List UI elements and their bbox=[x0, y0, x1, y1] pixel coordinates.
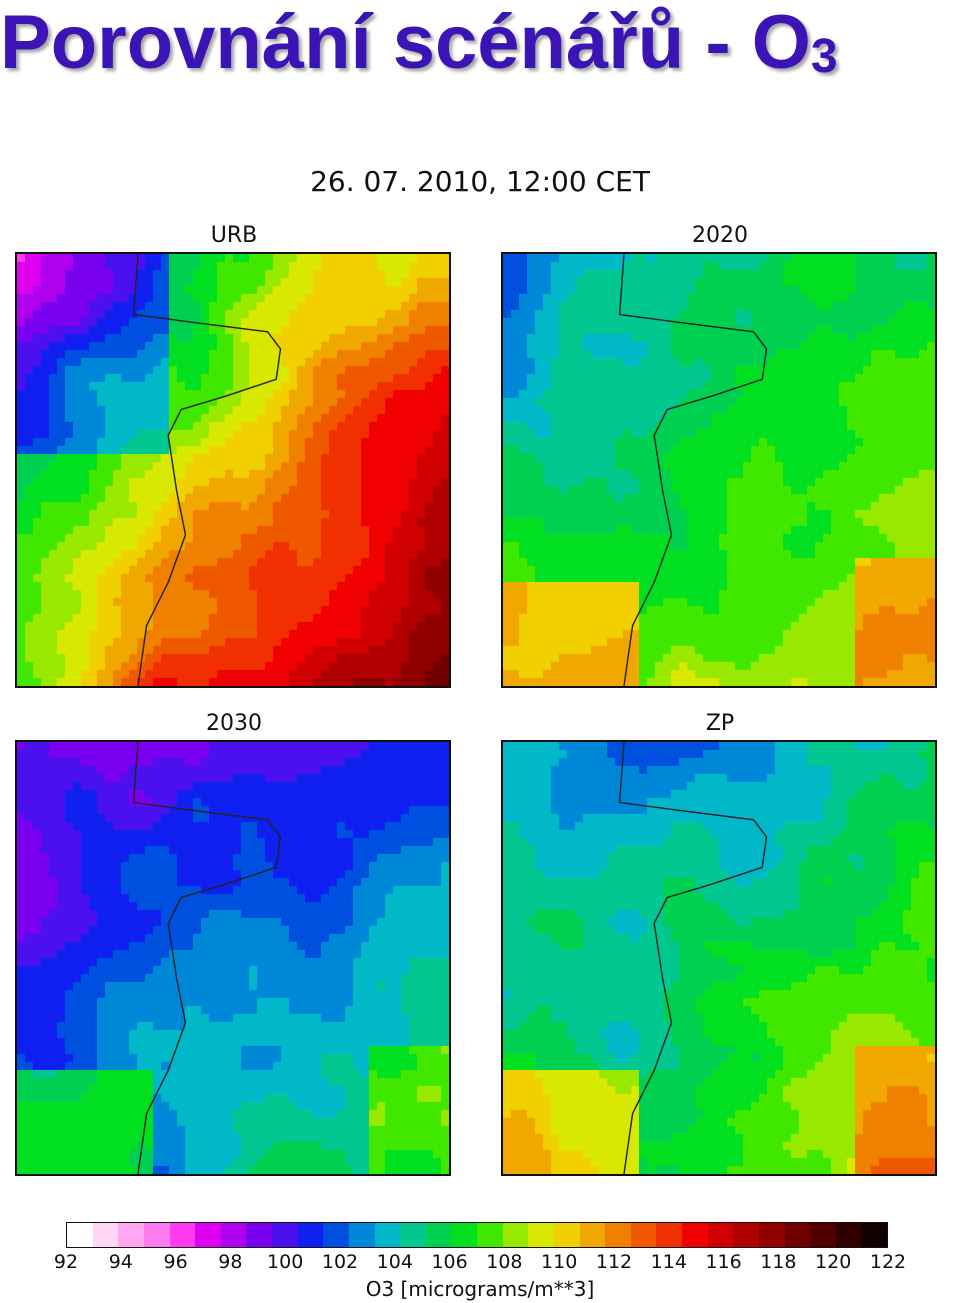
slide-title-text: Porovnání scénářů - O bbox=[0, 0, 811, 85]
colorbar-tick-label: 94 bbox=[108, 1251, 133, 1273]
colorbar-tick-label: 112 bbox=[595, 1251, 633, 1273]
colorbar-tick-label: 118 bbox=[760, 1251, 797, 1273]
colorbar-tick-label: 108 bbox=[486, 1251, 523, 1273]
country-border-line bbox=[618, 254, 768, 686]
map-panel-2020 bbox=[501, 252, 937, 688]
slide-title: Porovnání scénářů - O3 bbox=[0, 0, 960, 86]
colorbar-segment bbox=[92, 1223, 119, 1247]
colorbar-segment bbox=[67, 1223, 93, 1247]
colorbar-segment bbox=[733, 1223, 759, 1247]
panel-label-urb: URB bbox=[210, 223, 258, 248]
o3-concentration-map bbox=[17, 254, 449, 686]
colorbar-segment bbox=[656, 1223, 682, 1247]
map-panel-urb bbox=[15, 252, 451, 688]
colorbar-segment bbox=[169, 1223, 196, 1247]
colorbar-segment bbox=[272, 1223, 298, 1247]
panel-label-2020: 2020 bbox=[692, 223, 748, 248]
colorbar-segment bbox=[348, 1223, 375, 1247]
colorbar-segment bbox=[195, 1223, 221, 1247]
colorbar bbox=[66, 1222, 888, 1248]
colorbar-segment bbox=[374, 1223, 401, 1247]
colorbar-segment bbox=[425, 1223, 452, 1247]
o3-concentration-map bbox=[503, 742, 935, 1174]
colorbar-segment bbox=[143, 1223, 170, 1247]
colorbar-tick-label: 96 bbox=[163, 1251, 188, 1273]
colorbar-segment bbox=[528, 1223, 554, 1247]
colorbar-tick-label: 92 bbox=[53, 1251, 79, 1273]
colorbar-tick-label: 104 bbox=[376, 1251, 413, 1273]
country-border-line bbox=[132, 254, 282, 686]
panel-label-2030: 2030 bbox=[206, 711, 262, 736]
colorbar-segment bbox=[246, 1223, 272, 1247]
colorbar-segment bbox=[118, 1223, 144, 1247]
colorbar-tick-label: 114 bbox=[650, 1251, 687, 1273]
colorbar-segment bbox=[707, 1223, 734, 1247]
map-panel-2030 bbox=[15, 740, 451, 1176]
slide-title-subscript: 3 bbox=[810, 30, 838, 83]
o3-concentration-map bbox=[17, 742, 449, 1174]
colorbar-tick-label: 100 bbox=[267, 1251, 304, 1273]
colorbar-segment bbox=[861, 1223, 887, 1247]
colorbar-segment bbox=[605, 1223, 631, 1247]
colorbar-tick-label: 120 bbox=[815, 1251, 852, 1273]
colorbar-label: O3 [micrograms/m**3] bbox=[365, 1277, 595, 1301]
colorbar-segment bbox=[400, 1223, 426, 1247]
country-border-line bbox=[132, 742, 282, 1174]
colorbar-segment bbox=[630, 1223, 657, 1247]
colorbar-tick-label: 106 bbox=[431, 1251, 468, 1273]
colorbar-tick-label: 110 bbox=[541, 1251, 578, 1273]
colorbar-segment bbox=[835, 1223, 862, 1247]
colorbar-tick-label: 102 bbox=[321, 1251, 359, 1273]
colorbar-segment bbox=[758, 1223, 785, 1247]
colorbar-segment bbox=[553, 1223, 580, 1247]
colorbar-segment bbox=[810, 1223, 836, 1247]
colorbar-segment bbox=[220, 1223, 247, 1247]
colorbar-segment bbox=[297, 1223, 324, 1247]
figure-title: 26. 07. 2010, 12:00 CET bbox=[310, 165, 650, 198]
colorbar-segment bbox=[784, 1223, 811, 1247]
colorbar-tick-label: 116 bbox=[705, 1251, 742, 1273]
colorbar-segment bbox=[323, 1223, 349, 1247]
colorbar-segment bbox=[502, 1223, 529, 1247]
colorbar-segment bbox=[682, 1223, 708, 1247]
colorbar-tick-label: 122 bbox=[869, 1251, 907, 1273]
o3-concentration-map bbox=[503, 254, 935, 686]
colorbar-segment bbox=[451, 1223, 477, 1247]
colorbar-tick-label: 98 bbox=[218, 1251, 243, 1273]
colorbar-segment bbox=[579, 1223, 606, 1247]
country-border-line bbox=[618, 742, 768, 1174]
colorbar-segment bbox=[477, 1223, 503, 1247]
panel-label-zp: ZP bbox=[705, 711, 735, 736]
map-panel-zp bbox=[501, 740, 937, 1176]
